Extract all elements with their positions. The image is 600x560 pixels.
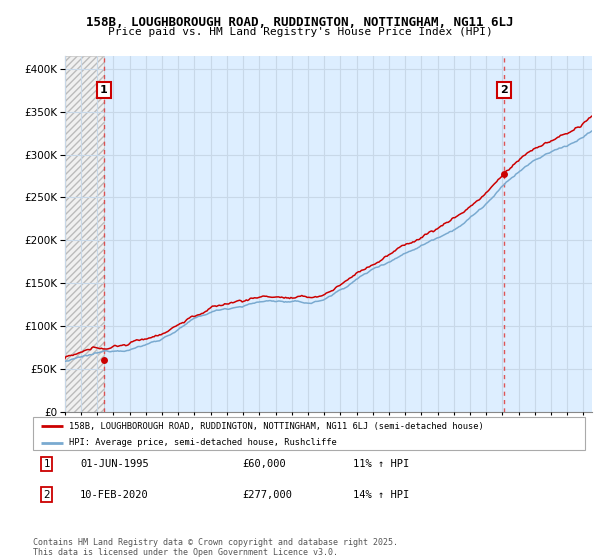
- FancyBboxPatch shape: [33, 417, 585, 450]
- Text: £60,000: £60,000: [243, 459, 287, 469]
- Text: 1: 1: [43, 459, 50, 469]
- Text: 158B, LOUGHBOROUGH ROAD, RUDDINGTON, NOTTINGHAM, NG11 6LJ (semi-detached house): 158B, LOUGHBOROUGH ROAD, RUDDINGTON, NOT…: [69, 422, 484, 431]
- Text: £277,000: £277,000: [243, 490, 293, 500]
- Text: Price paid vs. HM Land Registry's House Price Index (HPI): Price paid vs. HM Land Registry's House …: [107, 27, 493, 37]
- Text: 11% ↑ HPI: 11% ↑ HPI: [353, 459, 409, 469]
- Text: 2: 2: [43, 490, 50, 500]
- Text: 2: 2: [500, 85, 508, 95]
- Bar: [65, 56, 104, 412]
- Text: 1: 1: [100, 85, 108, 95]
- Text: 10-FEB-2020: 10-FEB-2020: [80, 490, 149, 500]
- Text: 01-JUN-1995: 01-JUN-1995: [80, 459, 149, 469]
- Text: Contains HM Land Registry data © Crown copyright and database right 2025.
This d: Contains HM Land Registry data © Crown c…: [33, 538, 398, 557]
- Text: 158B, LOUGHBOROUGH ROAD, RUDDINGTON, NOTTINGHAM, NG11 6LJ: 158B, LOUGHBOROUGH ROAD, RUDDINGTON, NOT…: [86, 16, 514, 29]
- Text: 14% ↑ HPI: 14% ↑ HPI: [353, 490, 409, 500]
- Text: HPI: Average price, semi-detached house, Rushcliffe: HPI: Average price, semi-detached house,…: [69, 438, 337, 447]
- Bar: [65, 56, 104, 412]
